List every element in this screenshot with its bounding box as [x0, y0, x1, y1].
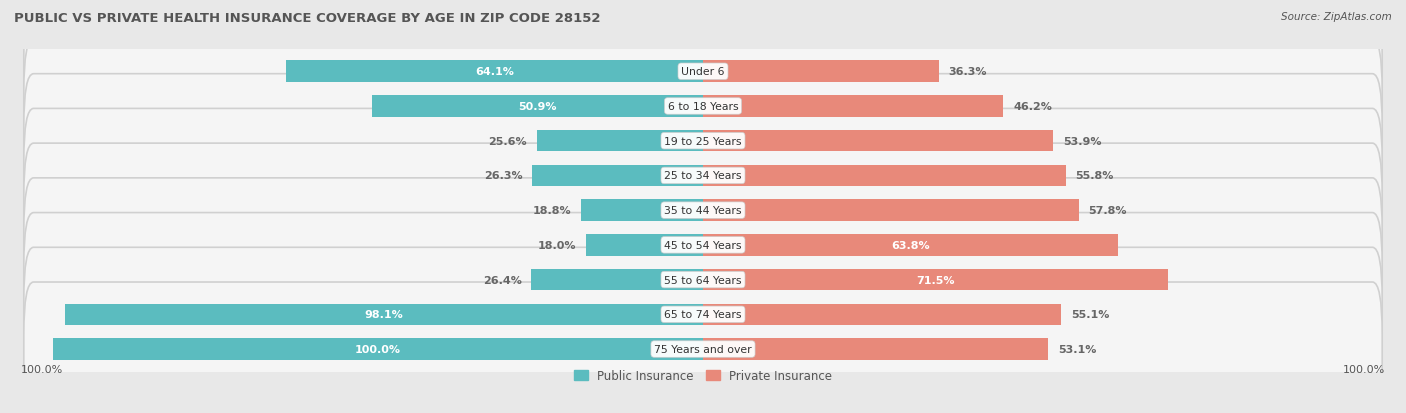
Bar [703, 338, 1047, 360]
Text: 46.2%: 46.2% [1012, 102, 1052, 112]
Bar [703, 269, 1168, 291]
Text: 53.1%: 53.1% [1057, 344, 1097, 354]
Text: 55.8%: 55.8% [1076, 171, 1114, 181]
Bar [537, 131, 703, 152]
Bar [373, 96, 703, 117]
Text: 26.3%: 26.3% [484, 171, 522, 181]
Text: 35 to 44 Years: 35 to 44 Years [664, 206, 742, 216]
Bar [581, 200, 703, 221]
Bar [53, 338, 703, 360]
Bar [703, 165, 1066, 187]
Text: 45 to 54 Years: 45 to 54 Years [664, 240, 742, 250]
Text: PUBLIC VS PRIVATE HEALTH INSURANCE COVERAGE BY AGE IN ZIP CODE 28152: PUBLIC VS PRIVATE HEALTH INSURANCE COVER… [14, 12, 600, 25]
Bar [703, 304, 1062, 325]
Text: 25.6%: 25.6% [488, 136, 527, 146]
FancyBboxPatch shape [24, 5, 1382, 139]
Text: 36.3%: 36.3% [949, 67, 987, 77]
FancyBboxPatch shape [24, 178, 1382, 312]
Text: 18.0%: 18.0% [537, 240, 576, 250]
Bar [703, 235, 1118, 256]
FancyBboxPatch shape [24, 282, 1382, 413]
FancyBboxPatch shape [24, 144, 1382, 278]
Text: 50.9%: 50.9% [519, 102, 557, 112]
FancyBboxPatch shape [24, 74, 1382, 208]
Text: Under 6: Under 6 [682, 67, 724, 77]
Text: 100.0%: 100.0% [21, 364, 63, 374]
Text: 25 to 34 Years: 25 to 34 Years [664, 171, 742, 181]
FancyBboxPatch shape [24, 109, 1382, 243]
Bar [531, 165, 703, 187]
Text: 65 to 74 Years: 65 to 74 Years [664, 310, 742, 320]
Text: 19 to 25 Years: 19 to 25 Years [664, 136, 742, 146]
FancyBboxPatch shape [24, 40, 1382, 173]
Text: 100.0%: 100.0% [356, 344, 401, 354]
Text: 53.9%: 53.9% [1063, 136, 1101, 146]
Bar [703, 62, 939, 83]
Bar [703, 131, 1053, 152]
Bar [586, 235, 703, 256]
Bar [531, 269, 703, 291]
FancyBboxPatch shape [24, 213, 1382, 347]
Text: 75 Years and over: 75 Years and over [654, 344, 752, 354]
Text: 18.8%: 18.8% [533, 206, 571, 216]
Text: 64.1%: 64.1% [475, 67, 515, 77]
Text: 55 to 64 Years: 55 to 64 Years [664, 275, 742, 285]
Legend: Public Insurance, Private Insurance: Public Insurance, Private Insurance [568, 363, 838, 388]
FancyBboxPatch shape [24, 248, 1382, 381]
Text: 55.1%: 55.1% [1071, 310, 1109, 320]
Text: 63.8%: 63.8% [891, 240, 929, 250]
Text: 57.8%: 57.8% [1088, 206, 1128, 216]
Text: 26.4%: 26.4% [482, 275, 522, 285]
Text: 100.0%: 100.0% [1343, 364, 1385, 374]
Text: 98.1%: 98.1% [364, 310, 404, 320]
Text: 6 to 18 Years: 6 to 18 Years [668, 102, 738, 112]
Bar [703, 96, 1004, 117]
Text: 71.5%: 71.5% [917, 275, 955, 285]
Bar [66, 304, 703, 325]
Text: Source: ZipAtlas.com: Source: ZipAtlas.com [1281, 12, 1392, 22]
Bar [703, 200, 1078, 221]
Bar [287, 62, 703, 83]
